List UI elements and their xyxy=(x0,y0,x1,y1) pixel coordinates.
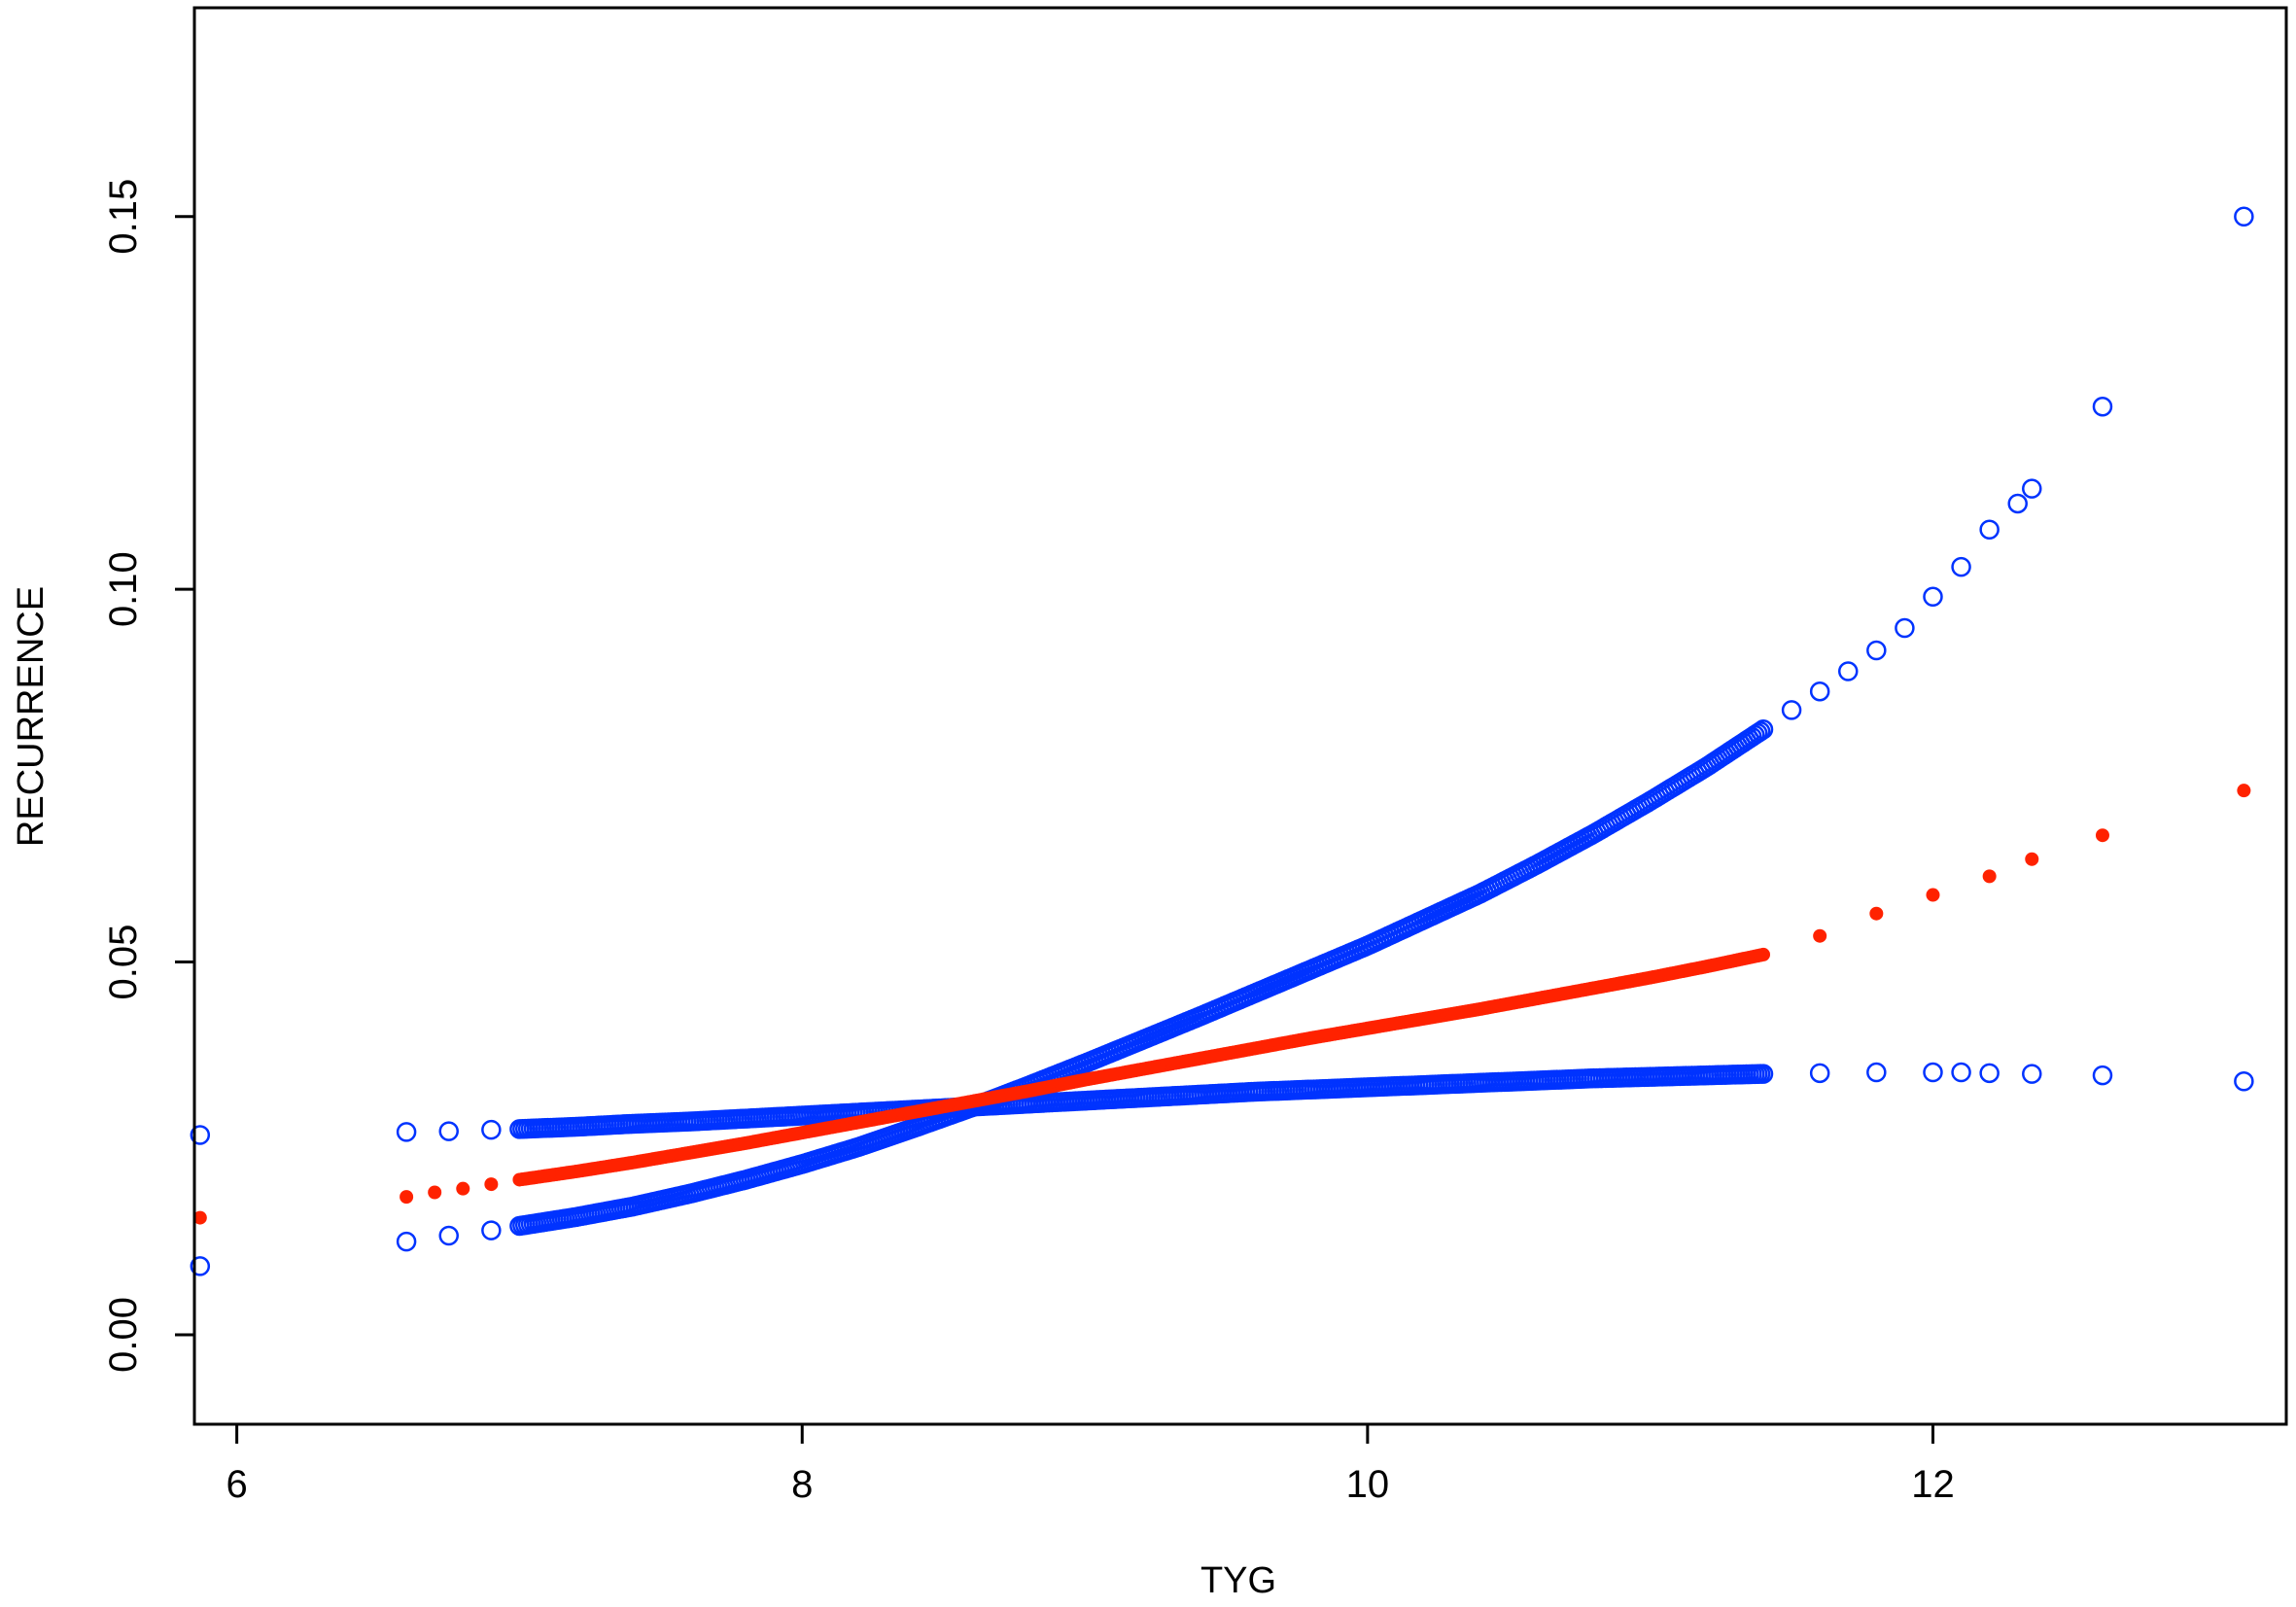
point-upper-bound xyxy=(1951,556,1971,577)
series-upper-bound xyxy=(190,206,2254,1276)
point-upper-bound xyxy=(438,1225,459,1246)
point-lower-bound xyxy=(1809,1063,1830,1084)
point-estimate xyxy=(1982,869,1997,884)
data-layer xyxy=(190,206,2254,1276)
point-lower-bound xyxy=(2092,1065,2113,1086)
x-tick-label: 6 xyxy=(226,1463,247,1506)
point-upper-bound xyxy=(1750,720,1771,742)
point-estimate xyxy=(2237,784,2251,798)
point-upper-bound xyxy=(2092,397,2113,417)
point-lower-bound xyxy=(2022,1064,2042,1084)
point-upper-bound xyxy=(1753,719,1774,740)
point-estimate xyxy=(484,1177,499,1192)
point-lower-bound xyxy=(481,1119,502,1140)
point-estimate xyxy=(1813,928,1827,943)
point-lower-bound xyxy=(1979,1063,2000,1084)
point-upper-bound xyxy=(396,1231,417,1252)
point-upper-bound xyxy=(2234,206,2254,227)
series-lower-bound xyxy=(190,1062,2254,1145)
y-tick-label: 0.10 xyxy=(102,551,145,627)
point-estimate xyxy=(1757,947,1770,961)
point-lower-bound xyxy=(1753,1064,1774,1084)
y-tick-label: 0.00 xyxy=(102,1297,145,1373)
x-tick-label: 8 xyxy=(791,1463,813,1506)
y-tick-label: 0.05 xyxy=(102,925,145,1000)
x-tick-label: 10 xyxy=(1346,1463,1390,1506)
point-estimate xyxy=(400,1190,414,1205)
point-lower-bound xyxy=(438,1121,459,1141)
y-axis-title: RECURRENCE xyxy=(11,586,52,847)
point-lower-bound xyxy=(190,1125,211,1145)
point-estimate xyxy=(428,1185,442,1200)
point-upper-bound xyxy=(1979,519,2000,541)
point-upper-bound xyxy=(1895,617,1915,639)
point-lower-bound xyxy=(1866,1062,1887,1083)
point-estimate xyxy=(1926,888,1940,902)
point-lower-bound xyxy=(1951,1062,1971,1083)
point-estimate xyxy=(2095,828,2109,843)
point-upper-bound xyxy=(1781,700,1802,720)
point-lower-bound xyxy=(1923,1062,1943,1083)
x-tick-label: 12 xyxy=(1911,1463,1955,1506)
point-lower-bound xyxy=(396,1122,417,1142)
point-estimate xyxy=(1869,906,1884,921)
series-estimate xyxy=(192,784,2251,1225)
point-upper-bound xyxy=(1923,586,1943,608)
point-upper-bound xyxy=(1809,681,1830,702)
plot-frame xyxy=(192,6,2288,1426)
point-upper-bound xyxy=(1837,661,1859,681)
y-tick-label: 0.15 xyxy=(102,179,145,255)
point-upper-bound xyxy=(190,1256,211,1276)
point-lower-bound xyxy=(2234,1071,2254,1092)
point-upper-bound xyxy=(481,1220,502,1240)
point-upper-bound xyxy=(1866,640,1887,661)
point-upper-bound xyxy=(2022,478,2042,499)
point-estimate xyxy=(192,1210,207,1225)
point-estimate xyxy=(456,1181,470,1196)
axis-layer: 6 8 10 12 0.00 0.05 0.10 0.15 xyxy=(102,179,1955,1506)
point-estimate xyxy=(2025,852,2039,866)
point-upper-bound xyxy=(2007,493,2028,514)
x-axis-title: TYG xyxy=(1200,1560,1276,1601)
